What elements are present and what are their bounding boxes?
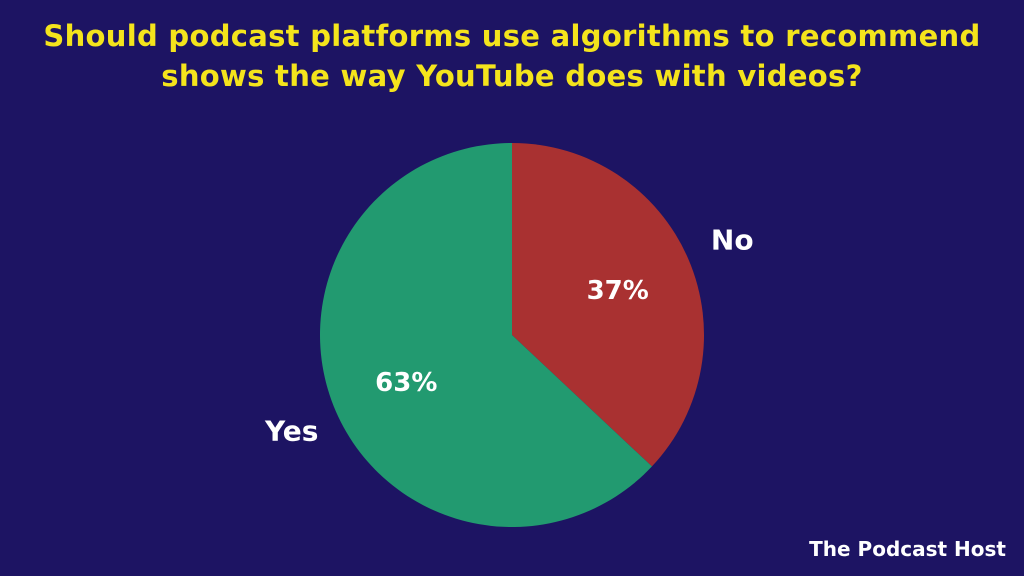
pie-slice-yes [320, 143, 652, 527]
value-label-yes: 63% [375, 368, 437, 398]
pie-slice-no [512, 143, 704, 467]
category-label-yes: Yes [264, 414, 318, 447]
category-label-no: No [711, 224, 754, 257]
title-line-2: shows the way YouTube does with videos? [161, 59, 863, 93]
brand-logo: The Podcast Host [809, 537, 1006, 561]
value-label-no: 37% [587, 276, 649, 306]
title-line-1: Should podcast platforms use algorithms … [43, 19, 981, 53]
chart-title: Should podcast platforms use algorithms … [0, 16, 1024, 96]
